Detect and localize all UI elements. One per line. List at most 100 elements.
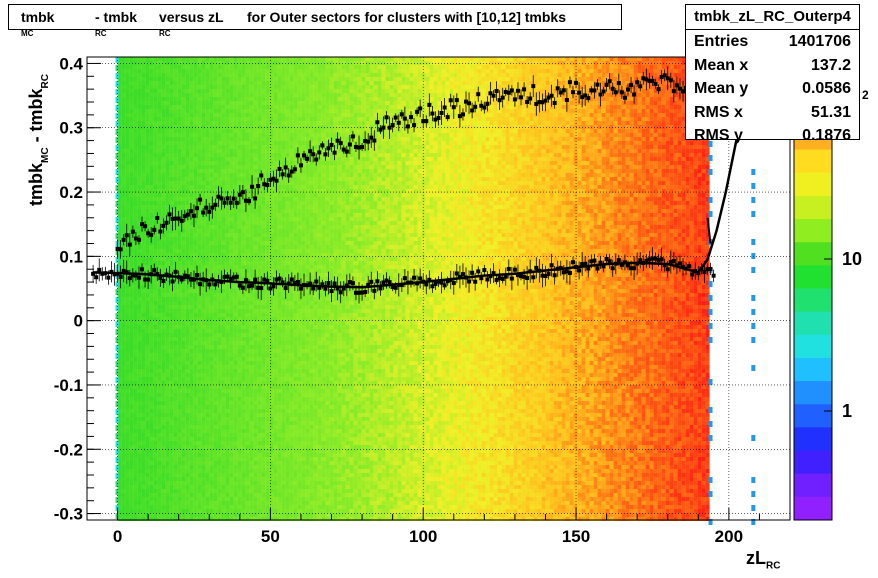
heatmap-cell [165,381,170,385]
heatmap-cell [277,361,282,365]
heatmap-cell [217,237,222,241]
heatmap-cell [153,169,158,173]
heatmap-cell [173,185,178,189]
heatmap-cell [281,297,286,301]
heatmap-cell [281,65,286,69]
heatmap-cell [153,477,158,481]
heatmap-cell [201,373,206,377]
heatmap-cell [165,205,170,209]
heatmap-cell [137,189,142,193]
heatmap-cell [241,445,246,449]
heatmap-cell [249,205,254,209]
heatmap-cell [161,193,166,197]
heatmap-cell [125,153,130,157]
heatmap-cell [165,105,170,109]
heatmap-cell [153,357,158,361]
heatmap-cell [173,249,178,253]
heatmap-cell [165,337,170,341]
heatmap-cell [249,465,254,469]
heatmap-cell [129,129,134,133]
heatmap-cell [261,209,266,213]
heatmap-cell [213,337,218,341]
heatmap-cell [241,141,246,145]
heatmap-cell [225,81,230,85]
heatmap-cell [121,389,126,393]
heatmap-cell [269,333,274,337]
heatmap-cell [161,109,166,113]
heatmap-cell [165,333,170,337]
heatmap-cell [281,317,286,321]
heatmap-cell [161,457,166,461]
heatmap-cell [121,193,126,197]
heatmap-cell [209,237,214,241]
heatmap-cell [149,85,154,89]
heatmap-cell [245,421,250,425]
heatmap-cell [165,429,170,433]
heatmap-cell [217,93,222,97]
heatmap-cell [241,197,246,201]
heatmap-cell [125,517,130,521]
heatmap-cell [133,405,138,409]
heatmap-cell [249,461,254,465]
heatmap-cell [145,429,150,433]
heatmap-cell [157,377,162,381]
heatmap-cell [221,469,226,473]
heatmap-cell [157,101,162,105]
heatmap-cell [269,381,274,385]
heatmap-cell [205,297,210,301]
heatmap-cell [117,81,122,85]
heatmap-cell [257,373,262,377]
heatmap-cell [261,413,266,417]
heatmap-cell [137,145,142,149]
heatmap-cell [117,265,122,269]
heatmap-cell [149,173,154,177]
heatmap-cell [261,149,266,153]
heatmap-cell [149,337,154,341]
heatmap-cell [237,121,242,125]
heatmap-cell [245,433,250,437]
heatmap-cell [141,193,146,197]
heatmap-cell [181,141,186,145]
heatmap-cell [197,113,202,117]
heatmap-cell [261,425,266,429]
heatmap-cell [133,117,138,121]
heatmap-cell [209,401,214,405]
heatmap-cell [285,113,290,117]
heatmap-cell [237,433,242,437]
heatmap-cell [133,461,138,465]
heatmap-cell [261,269,266,273]
heatmap-cell [229,105,234,109]
heatmap-cell [273,65,278,69]
heatmap-cell [233,153,238,157]
heatmap-cell [157,57,162,61]
heatmap-cell [181,409,186,413]
heatmap-cell [133,425,138,429]
heatmap-cell [277,317,282,321]
heatmap-cell [285,189,290,193]
heatmap-cell [213,73,218,77]
heatmap-cell [141,289,146,293]
heatmap-cell [117,453,122,457]
heatmap-cell [209,101,214,105]
heatmap-cell [257,329,262,333]
heatmap-cell [173,481,178,485]
heatmap-cell [213,157,218,161]
heatmap-cell [245,333,250,337]
heatmap-cell [157,265,162,269]
heatmap-cell [237,457,242,461]
heatmap-cell [289,57,294,61]
heatmap-cell [165,289,170,293]
heatmap-cell [257,149,262,153]
heatmap-cell [237,325,242,329]
heatmap-cell [205,145,210,149]
heatmap-cell [141,361,146,365]
heatmap-cell [253,341,258,345]
heatmap-cell [241,397,246,401]
heatmap-cell [169,153,174,157]
heatmap-cell [209,177,214,181]
heatmap-cell [229,121,234,125]
heatmap-cell [225,249,230,253]
heatmap-cell [257,289,262,293]
heatmap-cell [165,173,170,177]
heatmap-cell [213,429,218,433]
